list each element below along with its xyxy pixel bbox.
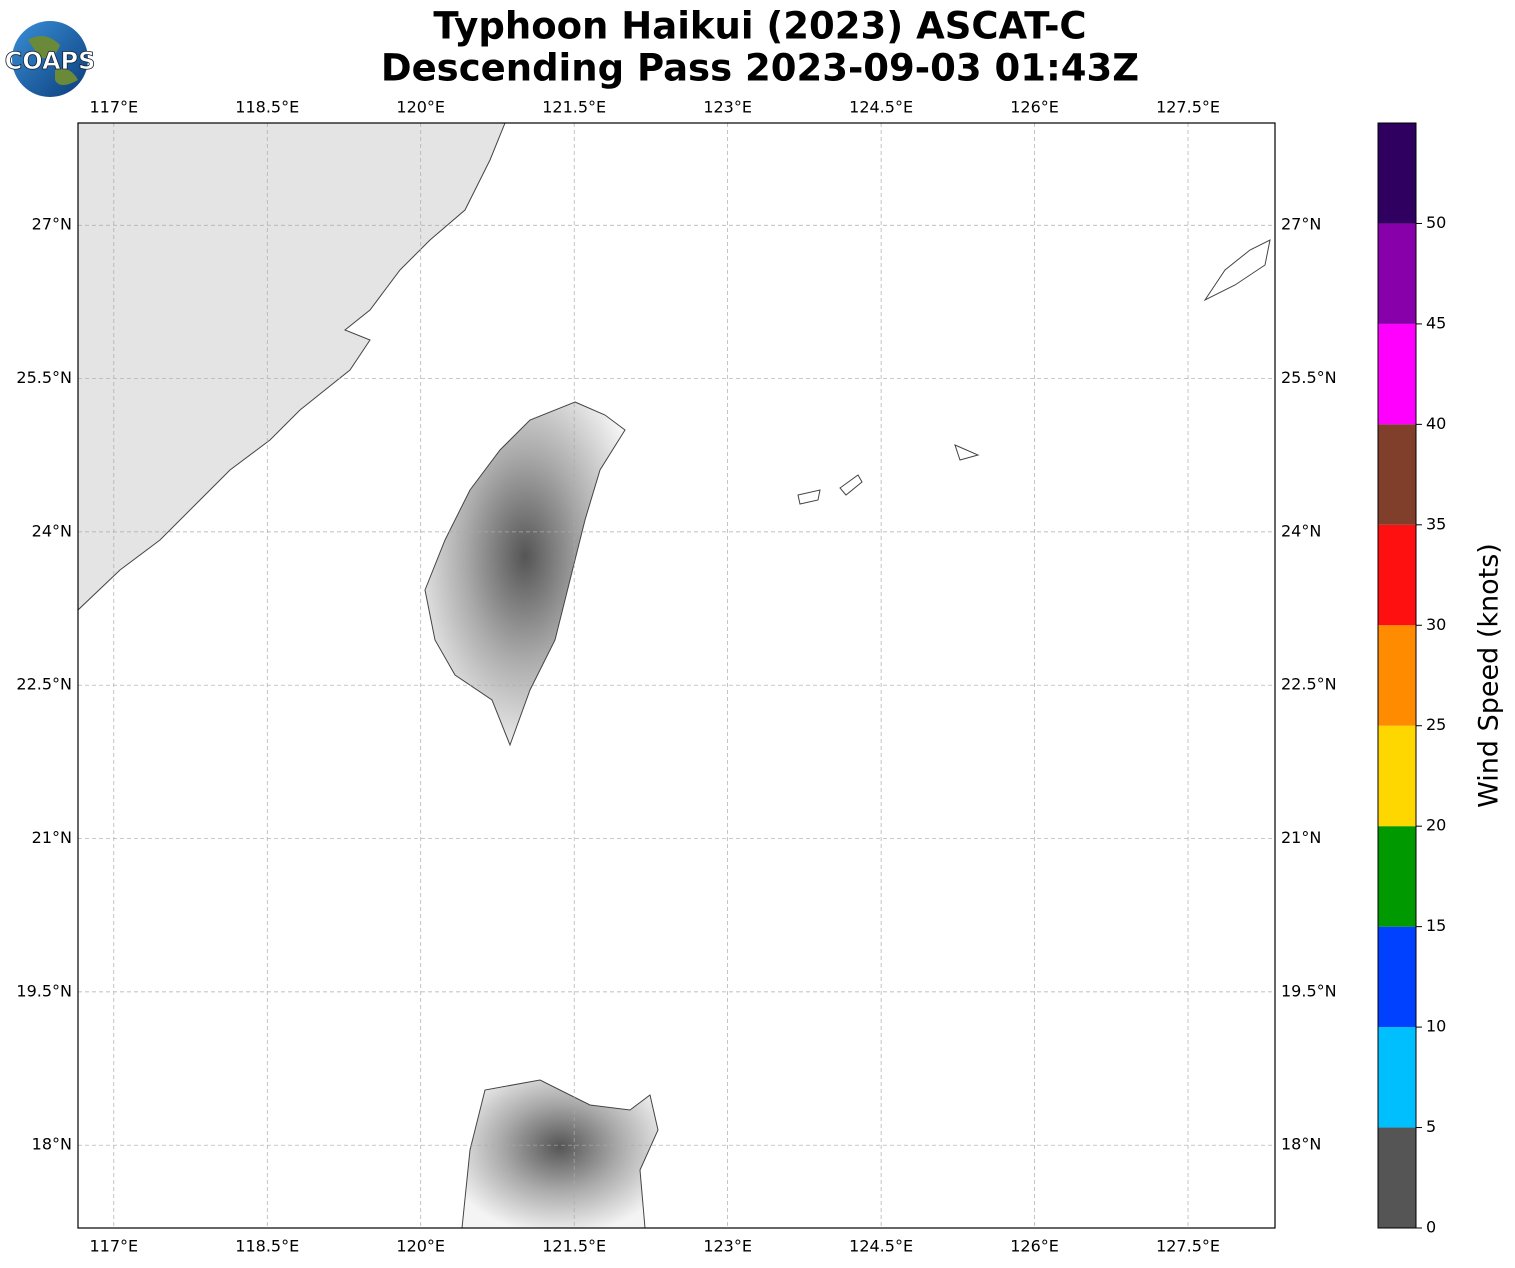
y-tick-label: 27°N bbox=[32, 215, 72, 234]
colorbar-segment bbox=[1378, 1027, 1416, 1128]
chart-title: Typhoon Haikui (2023) ASCAT-C bbox=[433, 5, 1086, 48]
colorbar-segment bbox=[1378, 223, 1416, 324]
logo-text: COAPS bbox=[5, 47, 96, 75]
y-tick-label: 19.5°N bbox=[16, 981, 72, 1000]
colorbar-tick-label: 30 bbox=[1426, 615, 1446, 634]
x-tick-label: 121.5°E bbox=[542, 1237, 606, 1256]
colorbar-segment bbox=[1378, 524, 1416, 626]
chart-subtitle: Descending Pass 2023-09-03 01:43Z bbox=[381, 47, 1139, 90]
y-tick-label: 25.5°N bbox=[1281, 368, 1337, 387]
x-tick-label: 123°E bbox=[703, 98, 752, 117]
y-tick-label: 24°N bbox=[32, 521, 72, 540]
x-tick-label: 120°E bbox=[396, 1237, 445, 1256]
colorbar-tick-label: 10 bbox=[1426, 1017, 1446, 1036]
x-tick-label: 117°E bbox=[89, 1237, 138, 1256]
x-tick-label: 124.5°E bbox=[849, 1237, 913, 1256]
x-tick-label: 117°E bbox=[89, 98, 138, 117]
colorbar-segment bbox=[1378, 826, 1416, 927]
colorbar-tick-label: 0 bbox=[1426, 1218, 1436, 1237]
colorbar-segment bbox=[1378, 424, 1416, 525]
y-tick-label: 18°N bbox=[1281, 1135, 1321, 1154]
y-tick-label: 19.5°N bbox=[1281, 981, 1337, 1000]
colorbar-label: Wind Speed (knots) bbox=[1474, 543, 1505, 808]
y-tick-label: 22.5°N bbox=[16, 675, 72, 694]
colorbar-tick-label: 45 bbox=[1426, 313, 1446, 332]
x-tick-label: 124.5°E bbox=[849, 98, 913, 117]
colorbar-segment bbox=[1378, 1127, 1416, 1228]
x-tick-label: 118.5°E bbox=[235, 98, 299, 117]
colorbar-tick-label: 35 bbox=[1426, 514, 1446, 533]
y-tick-label: 18°N bbox=[32, 1135, 72, 1154]
y-tick-label: 27°N bbox=[1281, 215, 1321, 234]
colorbar-segment bbox=[1378, 725, 1416, 827]
colorbar-tick-label: 40 bbox=[1426, 414, 1446, 433]
y-tick-label: 22.5°N bbox=[1281, 675, 1337, 694]
land bbox=[78, 123, 1271, 1228]
x-tick-label: 127.5°E bbox=[1156, 98, 1220, 117]
y-tick-label: 25.5°N bbox=[16, 368, 72, 387]
logo: COAPS bbox=[4, 21, 96, 97]
colorbar-segment bbox=[1378, 625, 1416, 726]
colorbar-tick-label: 15 bbox=[1426, 916, 1446, 935]
colorbar-frame bbox=[1377, 122, 1417, 1229]
y-tick-label: 21°N bbox=[32, 828, 72, 847]
plot-frame bbox=[77, 122, 1276, 1229]
colorbar-tick-label: 20 bbox=[1426, 816, 1446, 835]
y-tick-label: 24°N bbox=[1281, 521, 1321, 540]
colorbar: 0 5 10 15 20 25 30 35 40 45 50 Wind Speed (knots) bbox=[1377, 122, 1505, 1237]
colorbar-tick-label: 5 bbox=[1426, 1117, 1436, 1136]
colorbar-segment bbox=[1378, 123, 1416, 224]
colorbar-tick-label: 25 bbox=[1426, 715, 1446, 734]
colorbar-segment bbox=[1378, 323, 1416, 425]
x-tick-label: 121.5°E bbox=[542, 98, 606, 117]
x-tick-label: 126°E bbox=[1010, 1237, 1059, 1256]
x-tick-label: 120°E bbox=[396, 98, 445, 117]
x-tick-label: 127.5°E bbox=[1156, 1237, 1220, 1256]
colorbar-tick-label: 50 bbox=[1426, 213, 1446, 232]
x-tick-label: 126°E bbox=[1010, 98, 1059, 117]
x-tick-label: 123°E bbox=[703, 1237, 752, 1256]
y-tick-label: 21°N bbox=[1281, 828, 1321, 847]
grid bbox=[78, 123, 1275, 1228]
colorbar-segment bbox=[1378, 926, 1416, 1028]
x-tick-label: 118.5°E bbox=[235, 1237, 299, 1256]
